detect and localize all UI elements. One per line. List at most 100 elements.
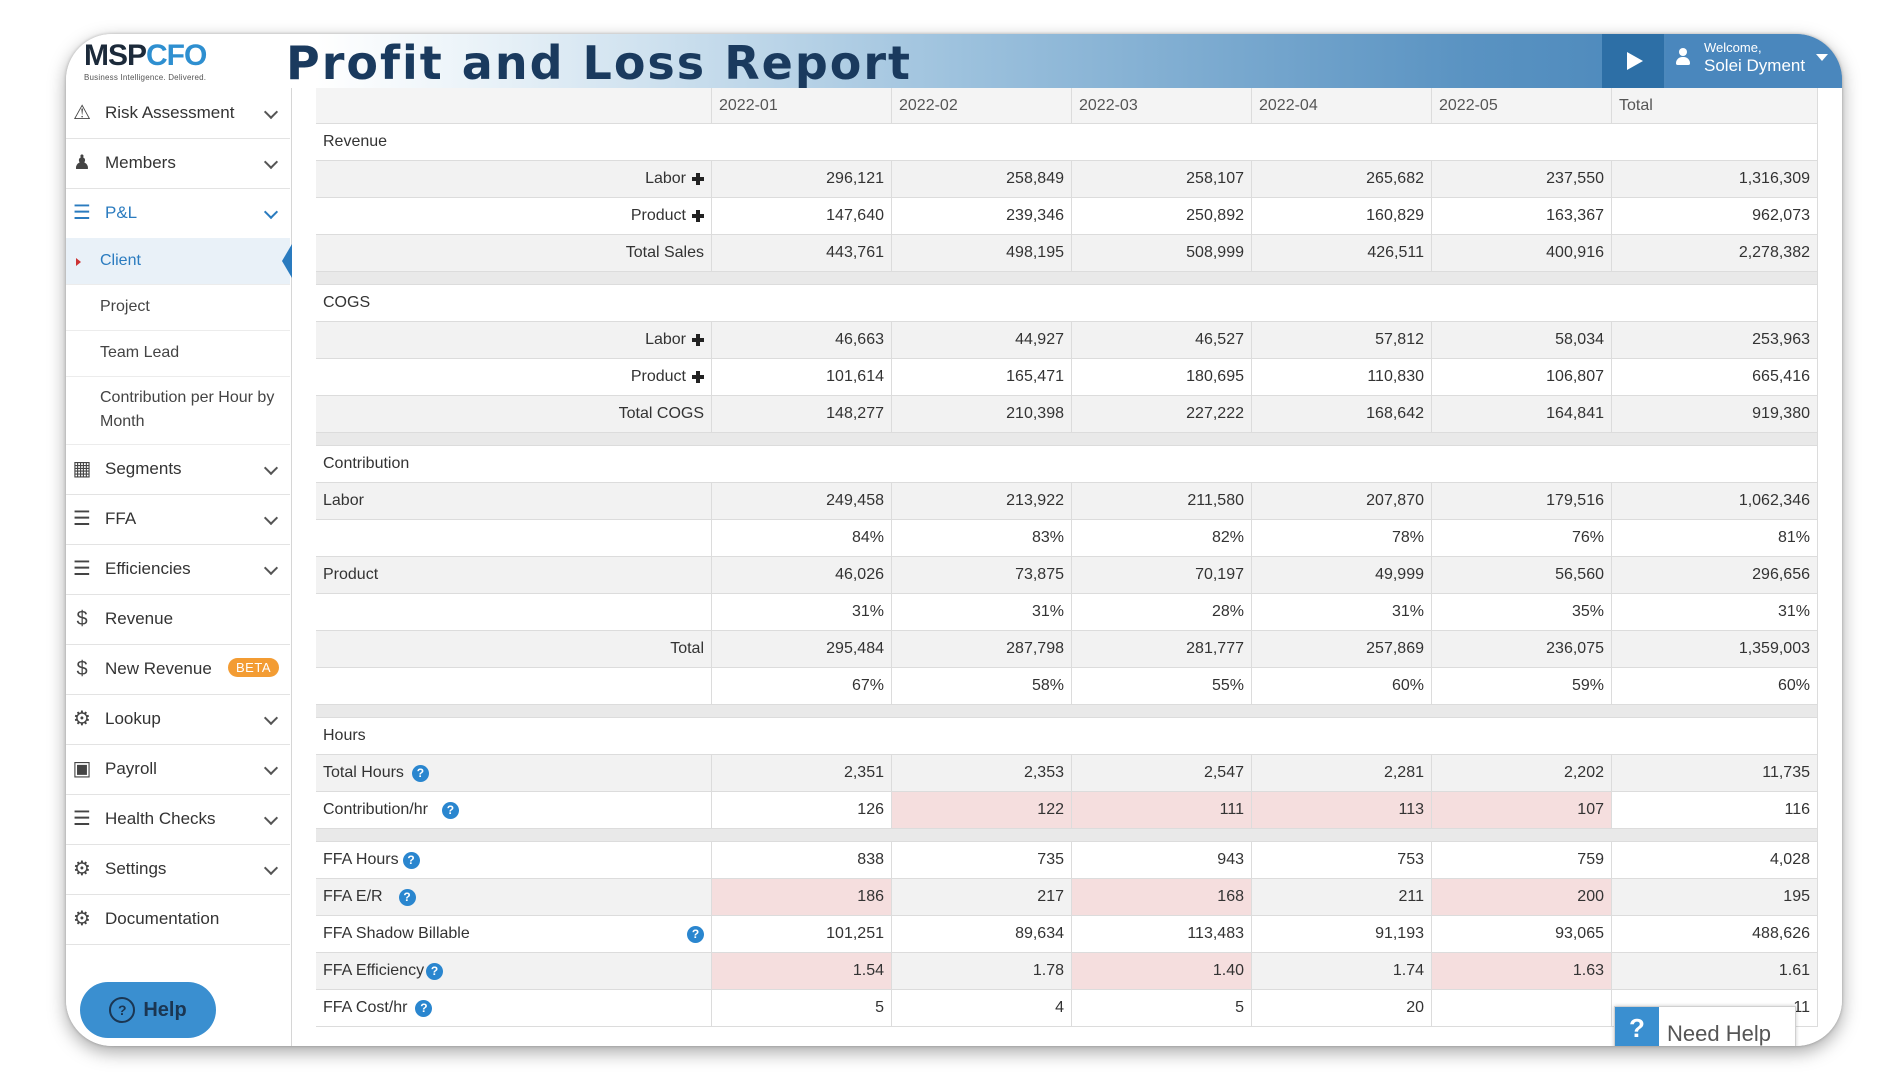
column-header[interactable]: Total — [1612, 88, 1818, 124]
welcome-text: Welcome, — [1704, 40, 1762, 55]
column-header[interactable]: 2022-02 — [892, 88, 1072, 124]
table-row: FFA Hours? 838 735 943 753 759 4,028 — [316, 842, 1818, 879]
column-header[interactable] — [316, 88, 712, 124]
sidebar-item-lookup[interactable]: ⚙ Lookup — [66, 694, 290, 745]
table-row: Total COGS 148,277 210,398 227,222 168,6… — [316, 396, 1818, 433]
table-cell: 281,777 — [1072, 631, 1252, 668]
table-row: Product 147,640 239,346 250,892 160,829 … — [316, 198, 1818, 235]
table-row: FFA Cost/hr? 5 4 5 20 11 — [316, 990, 1818, 1027]
user-menu[interactable]: Welcome, Solei Dyment — [1666, 34, 1842, 88]
question-icon[interactable]: ? — [402, 851, 420, 869]
expand-plus-icon[interactable] — [692, 173, 704, 185]
sidebar-item-new-revenue[interactable]: $ New Revenue BETA — [66, 644, 290, 695]
table-cell: 116 — [1612, 792, 1818, 829]
sidebar-subitem-project[interactable]: Project — [66, 284, 290, 331]
row-label: FFA Efficiency? — [316, 953, 712, 990]
row-label[interactable]: Product — [316, 359, 712, 396]
sidebar-item-efficiencies[interactable]: ☰ Efficiencies — [66, 544, 290, 595]
table-row: Contribution/hr? 126 122 111 113 107 116 — [316, 792, 1818, 829]
table-cell: 2,547 — [1072, 755, 1252, 792]
question-icon[interactable]: ? — [426, 962, 444, 980]
row-label[interactable]: Labor — [316, 161, 712, 198]
sidebar-item-risk-assessment[interactable]: ⚠ Risk Assessment — [66, 88, 290, 139]
row-label: FFA Cost/hr? — [316, 990, 712, 1027]
row-label: Contribution/hr? — [316, 792, 712, 829]
question-icon: ? — [1615, 1007, 1659, 1046]
table-row: FFA E/R? 186 217 168 211 200 195 — [316, 879, 1818, 916]
row-label[interactable]: Product — [316, 198, 712, 235]
table-cell: 400,916 — [1432, 235, 1612, 272]
sidebar-item-health-checks[interactable]: ☰ Health Checks — [66, 794, 290, 845]
sidebar-subitem-team-lead[interactable]: Team Lead — [66, 330, 290, 377]
sidebar-subitem-contribution-per-hour[interactable]: Contribution per Hour by Month — [66, 376, 290, 445]
row-spacer — [316, 829, 1818, 842]
table-cell: 113 — [1252, 792, 1432, 829]
column-header[interactable]: 2022-04 — [1252, 88, 1432, 124]
row-label[interactable]: Labor — [316, 322, 712, 359]
sidebar-item-settings[interactable]: ⚙ Settings — [66, 844, 290, 895]
table-cell: 258,849 — [892, 161, 1072, 198]
expand-plus-icon[interactable] — [692, 334, 704, 346]
sidebar-item-revenue[interactable]: $ Revenue — [66, 594, 290, 645]
table-cell: 70,197 — [1072, 557, 1252, 594]
sidebar-subitem-client[interactable]: Client — [66, 238, 292, 285]
column-header[interactable]: 2022-03 — [1072, 88, 1252, 124]
sidebar-item-label: Segments — [105, 459, 182, 478]
table-cell: 5 — [1072, 990, 1252, 1027]
row-label: Total COGS — [316, 396, 712, 433]
page-title: Profit and Loss Report — [286, 36, 913, 90]
table-cell: 1.40 — [1072, 953, 1252, 990]
sidebar-item-segments[interactable]: ▦ Segments — [66, 444, 290, 495]
help-button[interactable]: ? Help — [80, 982, 216, 1038]
sidebar: ⚠ Risk Assessment ♟ Members ☰ P&L Client… — [66, 88, 292, 1046]
question-icon[interactable]: ? — [398, 888, 416, 906]
table-cell: 250,892 — [1072, 198, 1252, 235]
logo[interactable]: MSPCFO Business Intelligence. Delivered. — [84, 41, 274, 85]
table-cell: 2,351 — [712, 755, 892, 792]
table-cell: 186 — [712, 879, 892, 916]
sidebar-item-pl[interactable]: ☰ P&L — [66, 188, 290, 239]
row-label — [316, 520, 712, 557]
play-button[interactable] — [1602, 34, 1664, 88]
table-cell: 258,107 — [1072, 161, 1252, 198]
sidebar-item-label: FFA — [105, 509, 137, 528]
section-label: Revenue — [316, 124, 1818, 161]
table-cell: 296,656 — [1612, 557, 1818, 594]
expand-plus-icon[interactable] — [692, 371, 704, 383]
column-header[interactable]: 2022-01 — [712, 88, 892, 124]
row-label — [316, 594, 712, 631]
app-window: MSPCFO Business Intelligence. Delivered.… — [66, 34, 1842, 1046]
table-cell: 168 — [1072, 879, 1252, 916]
table-row: Total Sales 443,761 498,195 508,999 426,… — [316, 235, 1818, 272]
need-help-widget[interactable]: ? Need Help — [1614, 1006, 1796, 1046]
chevron-down-icon — [263, 104, 279, 120]
table-row: Product 46,026 73,875 70,197 49,999 56,5… — [316, 557, 1818, 594]
question-icon[interactable]: ? — [687, 925, 704, 943]
question-icon[interactable]: ? — [441, 801, 459, 819]
expand-plus-icon[interactable] — [692, 210, 704, 222]
question-icon[interactable]: ? — [411, 764, 429, 782]
sidebar-item-label: P&L — [105, 203, 138, 222]
table-cell: 78% — [1252, 520, 1432, 557]
table-cell: 211 — [1252, 879, 1432, 916]
report-table-container[interactable]: 2022-01 2022-02 2022-03 2022-04 2022-05 … — [316, 88, 1842, 1046]
help-label: Help — [143, 998, 187, 1021]
column-header[interactable]: 2022-05 — [1432, 88, 1612, 124]
table-cell: 1,062,346 — [1612, 483, 1818, 520]
logo-msp: MSP — [84, 39, 147, 72]
table-cell: 253,963 — [1612, 322, 1818, 359]
user-name: Solei Dyment — [1704, 56, 1806, 75]
table-cell: 498,195 — [892, 235, 1072, 272]
table-cell: 753 — [1252, 842, 1432, 879]
table-row: FFA Shadow Billable? 101,251 89,634 113,… — [316, 916, 1818, 953]
sidebar-item-members[interactable]: ♟ Members — [66, 138, 290, 189]
sidebar-item-ffa[interactable]: ☰ FFA — [66, 494, 290, 545]
table-cell: 107 — [1432, 792, 1612, 829]
table-cell: 31% — [712, 594, 892, 631]
sidebar-item-label: Documentation — [105, 909, 220, 928]
sidebar-item-payroll[interactable]: ▣ Payroll — [66, 744, 290, 795]
sidebar-item-documentation[interactable]: ⚙ Documentation — [66, 894, 290, 945]
table-cell: 5 — [712, 990, 892, 1027]
question-icon[interactable]: ? — [415, 999, 433, 1017]
table-cell: 91,193 — [1252, 916, 1432, 953]
